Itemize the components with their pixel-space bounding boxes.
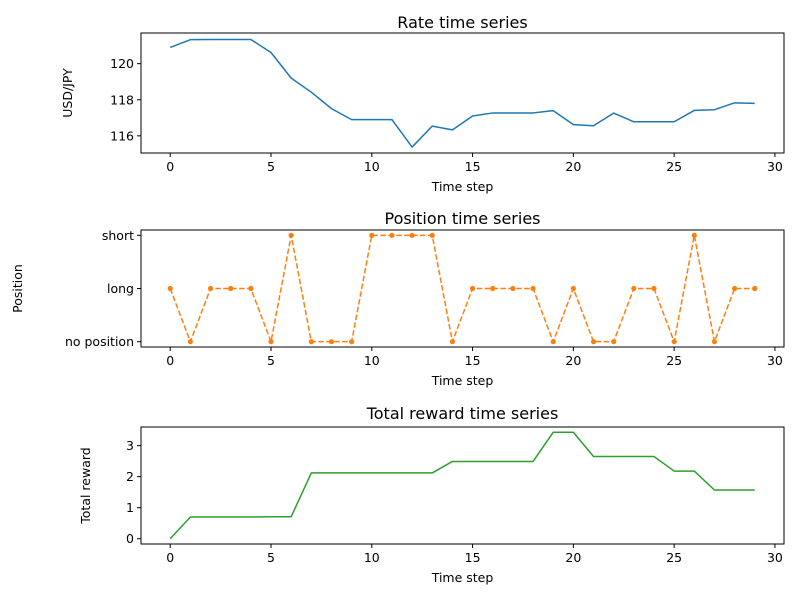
x-axis-label: Time step: [431, 179, 494, 194]
x-axis-label: Time step: [431, 570, 494, 585]
x-tick-label: 0: [166, 159, 174, 174]
data-point: [530, 285, 536, 292]
data-point: [409, 232, 415, 238]
data-point: [711, 339, 718, 345]
data-point: [691, 232, 697, 238]
x-tick-label: 25: [666, 550, 682, 565]
data-point: [631, 285, 637, 292]
y-axis-label: USD/JPY: [60, 68, 75, 118]
y-tick-label: 0: [126, 531, 134, 546]
data-point: [349, 339, 355, 345]
y-tick-label: long: [107, 281, 134, 296]
y-tick-label: short: [102, 228, 134, 243]
y-tick-label: no position: [65, 334, 134, 349]
data-point: [369, 232, 375, 238]
series-line: [169, 234, 755, 343]
chart-title: Position time series: [385, 209, 541, 228]
x-tick-label: 0: [166, 550, 174, 565]
x-tick-label: 30: [767, 550, 783, 565]
y-axis-label: Position: [10, 264, 25, 313]
axes-frame: [140, 32, 785, 154]
x-tick-label: 15: [465, 550, 481, 565]
x-tick-label: 15: [465, 353, 481, 368]
series-line: [169, 431, 755, 540]
chart-panel-2: Position time series 0 5 10 15 20 25 30 no posit…: [10, 209, 785, 388]
data-point: [248, 285, 254, 292]
x-tick-label: 15: [465, 159, 481, 174]
data-point: [389, 232, 395, 238]
x-tick-label: 30: [767, 159, 783, 174]
y-tick-label: 116: [110, 128, 134, 143]
data-point: [228, 285, 234, 292]
chart-title: Total reward time series: [366, 404, 559, 423]
data-point: [328, 339, 335, 345]
x-tick-label: 10: [364, 159, 380, 174]
data-point: [288, 232, 294, 238]
axes-frame: [140, 229, 785, 348]
y-tick-label: 120: [110, 56, 134, 71]
y-tick-label: 118: [110, 92, 134, 107]
data-point: [429, 232, 435, 238]
x-tick-label: 25: [666, 159, 682, 174]
data-point: [550, 339, 556, 345]
x-tick-label: 5: [267, 159, 275, 174]
x-tick-label: 10: [364, 353, 380, 368]
x-tick-label: 5: [267, 353, 275, 368]
x-tick-label: 10: [364, 550, 380, 565]
data-point: [268, 339, 274, 345]
x-tick-label: 5: [267, 550, 275, 565]
data-point: [187, 339, 193, 345]
chart-panel-3: Total reward time series 0 5 10 15 20 25 30 0 1 2 3…: [78, 404, 785, 585]
axes-frame: [140, 426, 785, 545]
data-point: [510, 285, 516, 292]
data-point: [308, 339, 314, 345]
y-tick-label: 1: [126, 500, 134, 515]
data-point: [590, 339, 597, 345]
chart-panel-1: Rate time series 0 5 10 15 20 25 30 116 118 120 Tim…: [60, 13, 785, 194]
data-point: [167, 285, 173, 292]
y-axis-label: Total reward: [78, 447, 93, 524]
y-tick-label: 3: [126, 438, 134, 453]
data-point: [752, 285, 758, 292]
data-point: [449, 339, 456, 345]
x-axis-label: Time step: [431, 373, 494, 388]
data-point: [651, 285, 657, 292]
x-tick-label: 20: [565, 353, 581, 368]
y-tick-label: 2: [126, 469, 134, 484]
data-point: [611, 339, 617, 345]
data-point: [732, 285, 738, 292]
x-tick-label: 20: [565, 550, 581, 565]
x-tick-label: 30: [767, 353, 783, 368]
x-tick-label: 25: [666, 353, 682, 368]
data-point: [490, 285, 496, 292]
data-point: [570, 285, 576, 292]
x-tick-label: 0: [166, 353, 174, 368]
chart-title: Rate time series: [397, 13, 527, 32]
data-point: [469, 285, 476, 292]
data-point: [207, 285, 214, 292]
data-point: [671, 339, 677, 345]
series-line: [169, 38, 755, 148]
x-tick-label: 20: [565, 159, 581, 174]
